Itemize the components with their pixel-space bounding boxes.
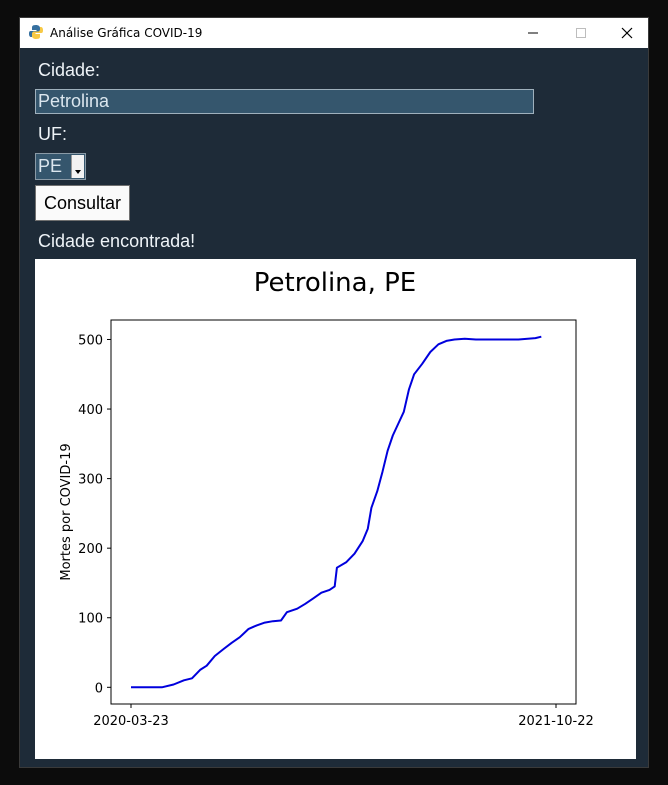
y-tick-label: 300 — [78, 473, 103, 488]
python-logo-icon — [29, 25, 43, 39]
y-tick-label: 400 — [78, 403, 103, 418]
deaths-line-chart: Petrolina, PE Mortes por COVID-19 0 100 20… — [59, 268, 594, 729]
consultar-button[interactable]: Consultar — [35, 185, 130, 221]
uf-dropdown[interactable]: PE — [35, 153, 86, 180]
plot-frame — [110, 319, 577, 705]
close-icon — [621, 27, 633, 39]
y-tick-label: 0 — [95, 681, 103, 696]
status-message: Cidade encontrada! — [38, 231, 196, 251]
chart-panel: Petrolina, PE Mortes por COVID-19 0 100 20… — [35, 259, 636, 759]
minimize-button[interactable] — [510, 18, 556, 48]
uf-selected-value: PE — [38, 156, 63, 176]
app-window: Análise Gráfica COVID-19 Cidade: UF: PE … — [19, 17, 649, 768]
minimize-icon — [528, 32, 538, 34]
cidade-input[interactable] — [35, 89, 534, 114]
uf-dropdown-toggle[interactable] — [71, 155, 84, 178]
y-axis-label: Mortes por COVID-19 — [59, 443, 74, 580]
x-tick-label: 2020-03-23 — [93, 714, 169, 729]
chart-title: Petrolina, PE — [254, 268, 416, 298]
close-button[interactable] — [604, 18, 650, 48]
dropdown-arrow-icon — [75, 170, 81, 174]
axis-ticks: 0 100 200 300 400 500 2020-03-23 2021-10-22 — [78, 333, 594, 729]
y-tick-label: 500 — [78, 333, 103, 348]
uf-label: UF: — [38, 124, 67, 144]
y-tick-label: 200 — [78, 542, 103, 557]
title-bar[interactable]: Análise Gráfica COVID-19 — [20, 18, 648, 48]
series-line — [131, 335, 542, 689]
cidade-label: Cidade: — [38, 60, 101, 80]
maximize-button[interactable] — [558, 18, 604, 48]
x-tick-label: 2021-10-22 — [518, 714, 594, 729]
maximize-icon — [576, 28, 586, 38]
y-tick-label: 100 — [78, 612, 103, 627]
window-title: Análise Gráfica COVID-19 — [50, 26, 203, 40]
